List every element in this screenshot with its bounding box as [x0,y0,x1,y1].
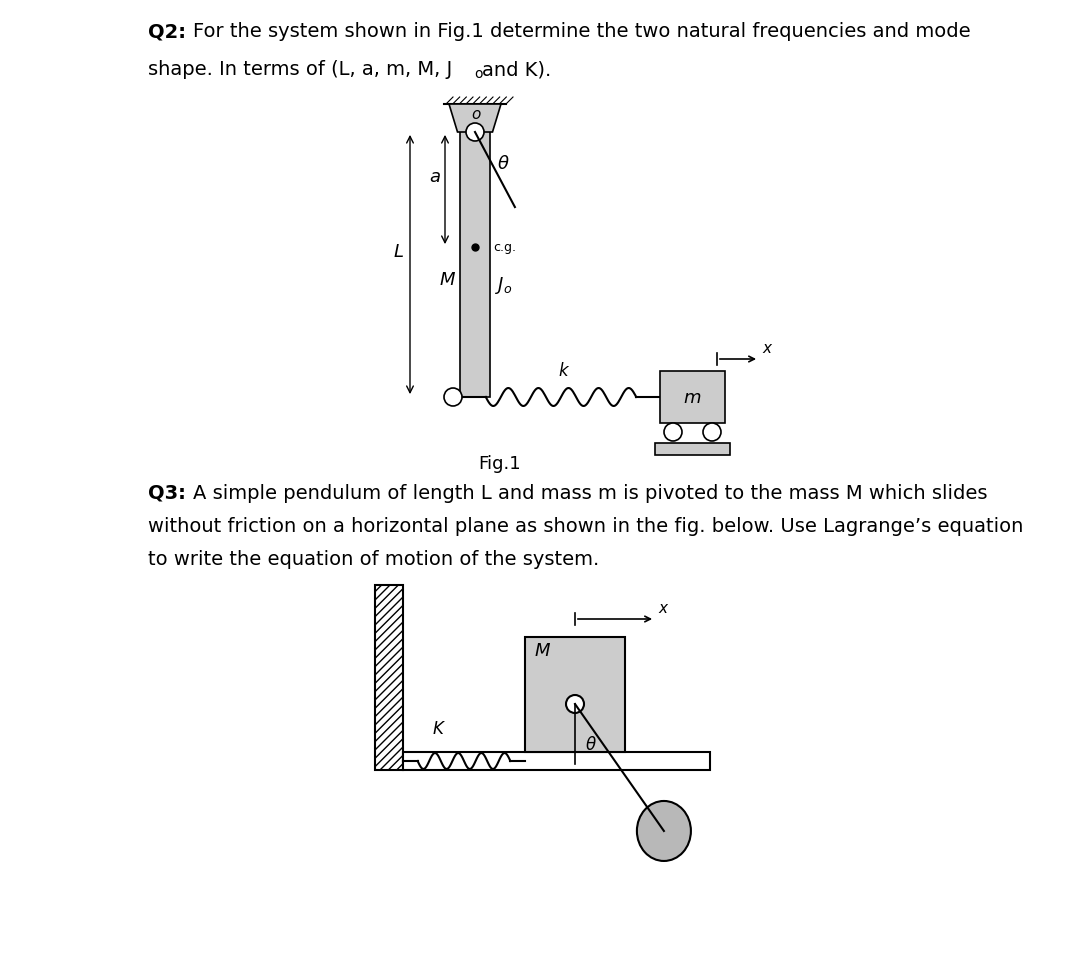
Text: K: K [433,720,444,738]
Text: m: m [684,389,701,407]
Circle shape [703,423,721,441]
Text: without friction on a horizontal plane as shown in the fig. below. Use Lagrange’: without friction on a horizontal plane a… [148,517,1024,536]
Text: and K).: and K). [482,60,551,79]
Circle shape [444,389,462,407]
Text: L: L [394,243,404,261]
Text: shape. In terms of (L, a, m, M, J: shape. In terms of (L, a, m, M, J [148,60,453,79]
Text: Q3:: Q3: [148,483,186,502]
Text: Fig.1: Fig.1 [478,455,522,473]
Text: o: o [471,107,481,122]
Bar [460,126,490,397]
Text: k: k [558,361,568,379]
Text: A simple pendulum of length L and mass m is pivoted to the mass M which slides: A simple pendulum of length L and mass m… [193,483,987,502]
Text: x: x [762,340,771,355]
Text: o: o [474,67,483,81]
Circle shape [465,124,484,142]
Bar [403,752,710,770]
Text: Q2:: Q2: [148,22,186,41]
Circle shape [664,423,681,441]
Text: M: M [440,272,455,289]
Circle shape [566,696,584,713]
Text: a: a [429,169,440,186]
Bar [660,372,725,423]
Text: $\theta$: $\theta$ [497,154,510,172]
Text: $\theta$: $\theta$ [585,735,597,753]
Text: to write the equation of motion of the system.: to write the equation of motion of the s… [148,550,599,568]
Text: $J_o$: $J_o$ [495,275,512,296]
Text: x: x [658,600,667,616]
Text: For the system shown in Fig.1 determine the two natural frequencies and mode: For the system shown in Fig.1 determine … [193,22,971,41]
Polygon shape [449,105,501,132]
Text: M: M [535,641,551,659]
Bar [654,443,730,456]
Text: c.g.: c.g. [492,241,516,253]
Ellipse shape [637,801,691,862]
Bar [375,585,403,770]
Bar [525,638,625,752]
Text: m: m [657,825,672,841]
